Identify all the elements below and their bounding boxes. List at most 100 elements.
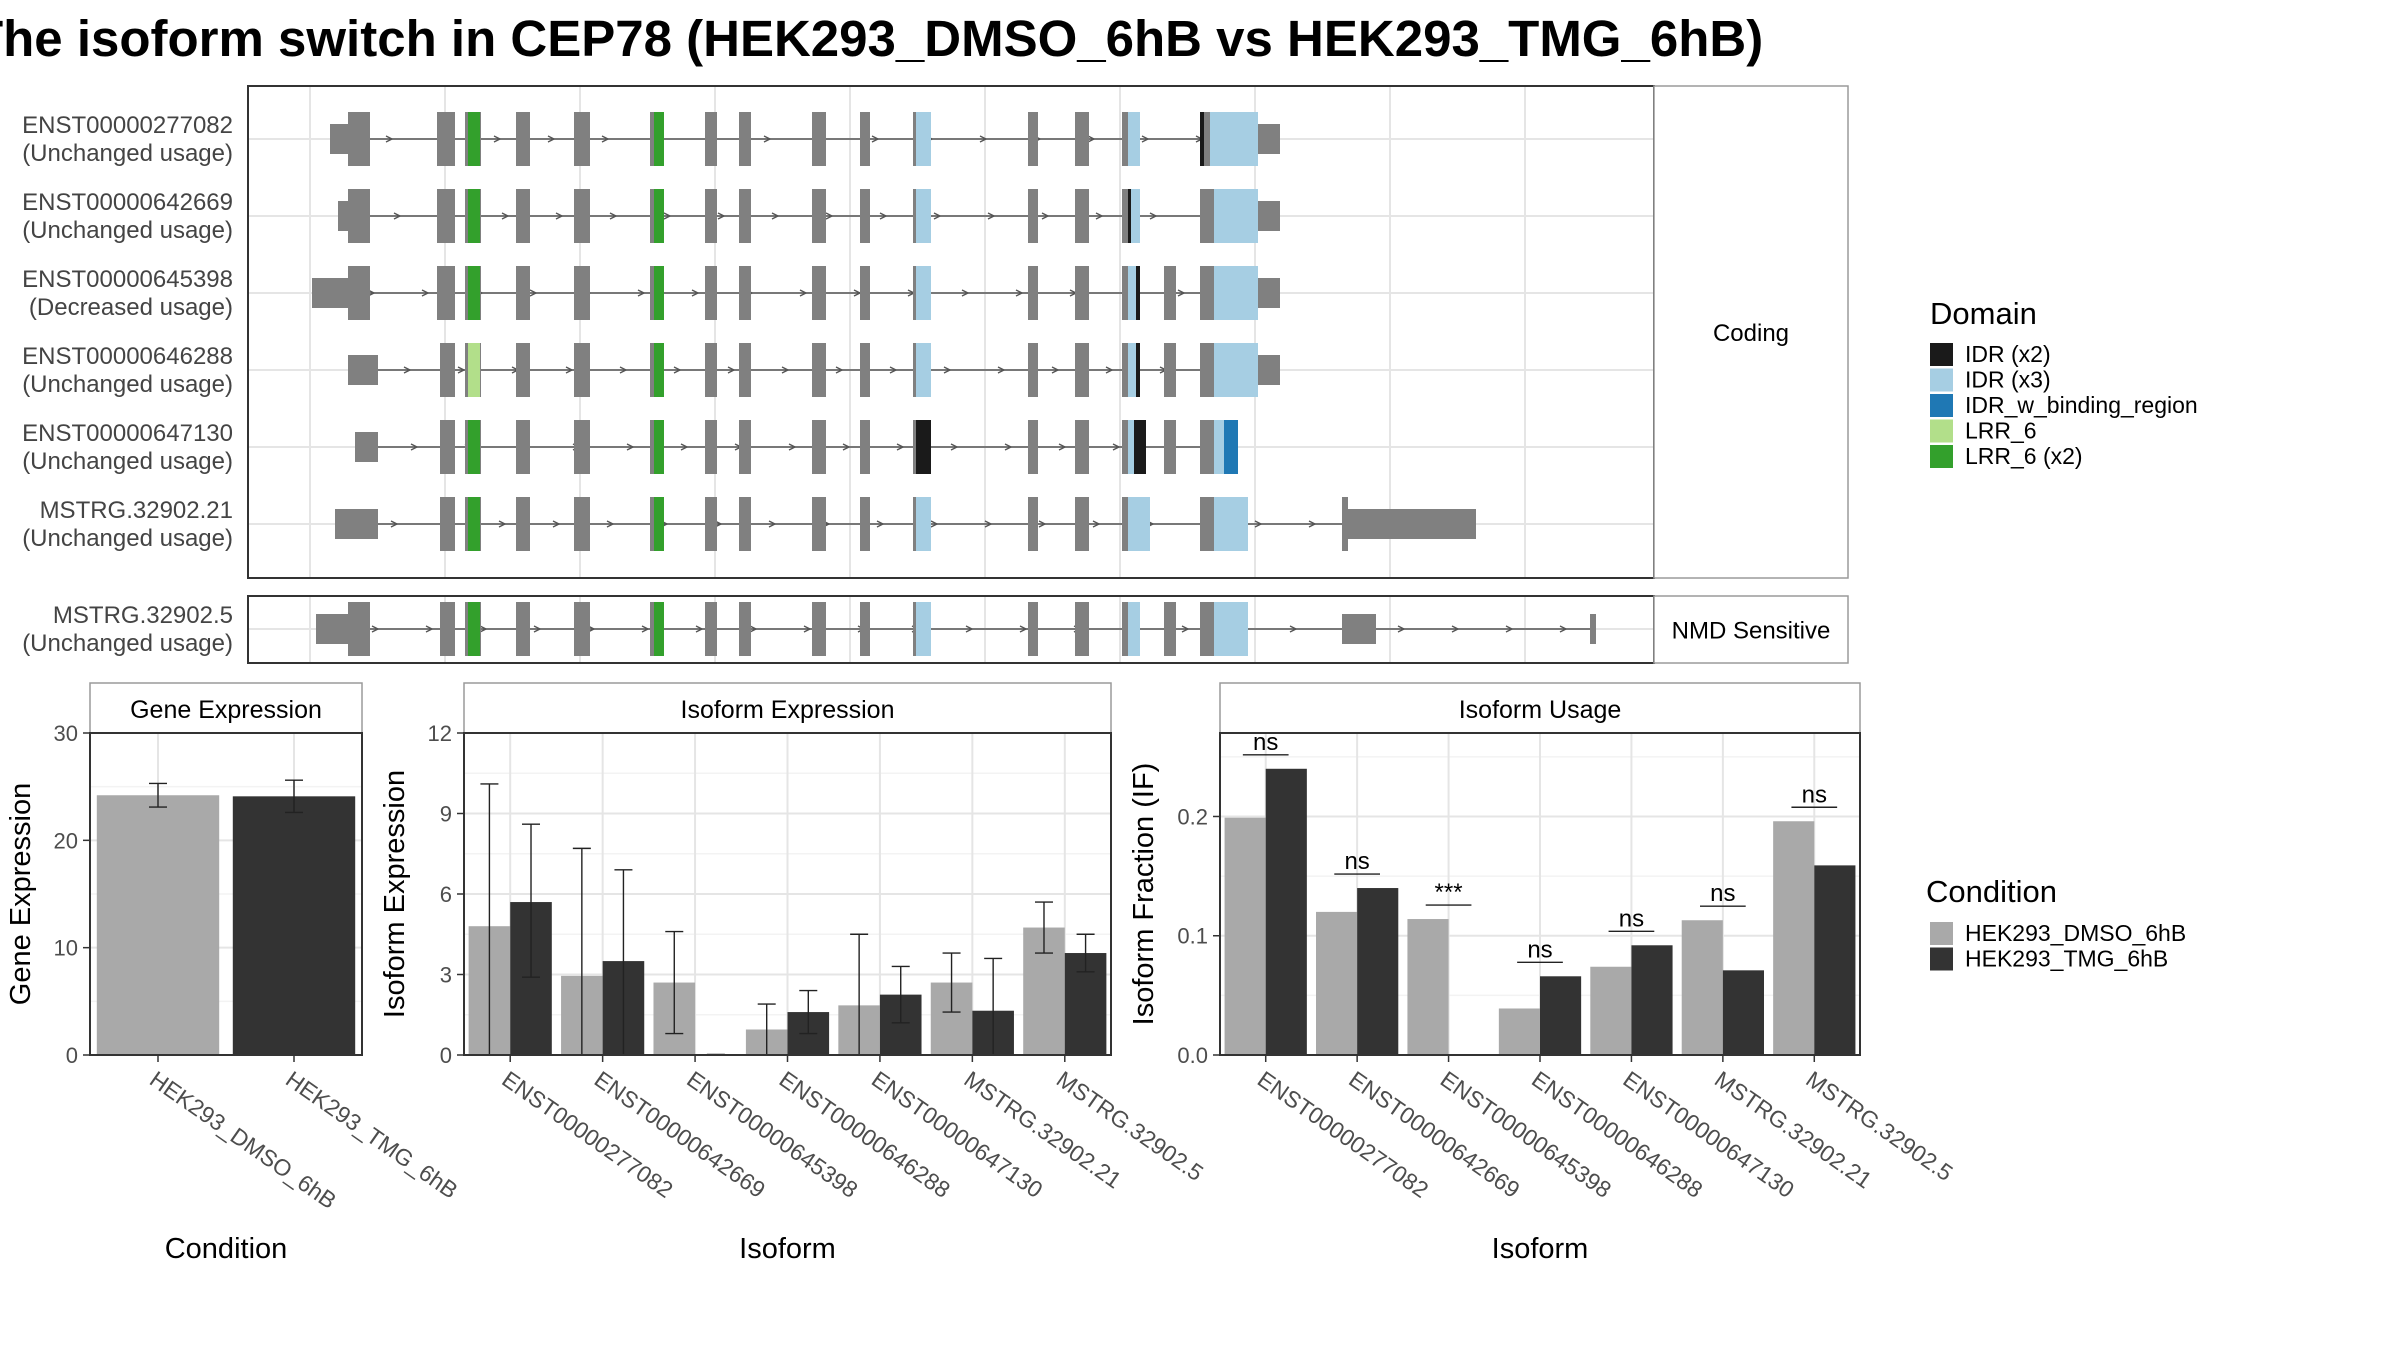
- protein-domain: [654, 420, 664, 474]
- exon: [812, 266, 826, 320]
- protein-domain: [654, 343, 664, 397]
- domain-legend: Domain IDR (x2)IDR (x3)IDR_w_binding_regi…: [1930, 296, 2198, 469]
- strand-arrow: [1019, 625, 1028, 633]
- exon: [860, 497, 870, 551]
- exon: [574, 497, 590, 551]
- exon: [860, 112, 870, 166]
- exon: [860, 189, 870, 243]
- bar: [1814, 865, 1856, 1055]
- strand-arrow: [529, 289, 538, 297]
- strand-arrow: [626, 443, 635, 451]
- condition-legend-label: HEK293_DMSO_6hB: [1965, 920, 2186, 946]
- exon: [1258, 201, 1280, 231]
- bar: [1498, 1008, 1540, 1055]
- strand-arrow: [763, 135, 772, 143]
- strand-arrow: [876, 520, 885, 528]
- strand-arrow: [930, 520, 939, 528]
- bar: [1265, 768, 1307, 1055]
- x-axis-title: Isoform: [1492, 1233, 1589, 1265]
- x-tick-label: ENST00000277082: [1253, 1066, 1433, 1203]
- protein-domain: [654, 497, 664, 551]
- protein-domain: [916, 343, 931, 397]
- y-axis-title: Isoform Fraction (IF): [1128, 763, 1160, 1026]
- significance-label: ns: [1802, 781, 1827, 808]
- transcript-id-label: ENST00000277082: [22, 112, 233, 139]
- exon: [1028, 343, 1038, 397]
- transcript-usage-label: (Unchanged usage): [22, 371, 233, 398]
- condition-legend-title: Condition: [1926, 874, 2057, 909]
- strand-arrow: [1095, 212, 1104, 220]
- facet-strip: [89, 682, 363, 734]
- exon: [860, 602, 870, 656]
- exon: [440, 420, 455, 474]
- exon: [812, 112, 826, 166]
- exon: [348, 355, 378, 385]
- domain-legend-label: IDR_w_binding_region: [1965, 392, 2198, 418]
- y-tick-label: 0.0: [1177, 1043, 1208, 1068]
- x-tick-label: MSTRG.32902.21: [1710, 1066, 1877, 1194]
- domain-legend-label: IDR (x3): [1965, 367, 2051, 393]
- protein-domain: [1134, 420, 1146, 474]
- protein-domain: [468, 266, 480, 320]
- exon: [1075, 266, 1089, 320]
- strand-arrow: [835, 366, 844, 374]
- exon: [739, 189, 751, 243]
- strand-arrow: [1308, 520, 1317, 528]
- significance-label: ns: [1710, 880, 1735, 907]
- domain-legend-key: [1930, 445, 1953, 468]
- bar: [1722, 970, 1764, 1055]
- strand-arrow: [727, 366, 736, 374]
- bar: [96, 795, 220, 1055]
- strand-arrow: [879, 212, 888, 220]
- transcript-usage-label: (Unchanged usage): [22, 217, 233, 244]
- bar: [1773, 821, 1815, 1055]
- strand-arrow: [965, 625, 974, 633]
- strand-arrow: [555, 212, 564, 220]
- strand-arrow: [1051, 366, 1060, 374]
- exon: [860, 266, 870, 320]
- exon: [1200, 497, 1214, 551]
- protein-domain: [468, 420, 480, 474]
- y-tick-label: 0.1: [1177, 924, 1208, 949]
- x-axis-title: Condition: [165, 1233, 288, 1265]
- exon: [812, 602, 826, 656]
- protein-domain: [1128, 497, 1150, 551]
- facet-strip: [1653, 595, 1849, 664]
- strand-arrow: [1289, 625, 1298, 633]
- isoform-expression-panel: Isoform Expression036912ENST00000277082E…: [379, 682, 1208, 1265]
- strand-arrow: [1149, 212, 1158, 220]
- strip-label-coding: Coding: [1713, 320, 1789, 347]
- strand-arrow: [771, 212, 780, 220]
- facet-strip: [1653, 85, 1849, 579]
- exon: [574, 343, 590, 397]
- y-tick-label: 6: [440, 882, 452, 907]
- strand-arrow: [1004, 443, 1013, 451]
- strand-arrow: [606, 520, 615, 528]
- strand-arrow: [425, 625, 434, 633]
- strand-arrow: [547, 135, 556, 143]
- exon: [705, 497, 717, 551]
- exon: [516, 189, 530, 243]
- exon: [330, 124, 348, 154]
- protein-domain: [1128, 112, 1140, 166]
- exon: [739, 343, 751, 397]
- transcript-usage-label: (Decreased usage): [29, 294, 233, 321]
- exon: [1028, 602, 1038, 656]
- exon: [1200, 602, 1214, 656]
- bar: [1357, 888, 1399, 1055]
- exon: [516, 343, 530, 397]
- exon: [705, 602, 717, 656]
- strand-arrow: [565, 366, 574, 374]
- plot-border: [89, 732, 363, 1056]
- domain-legend-label: LRR_6: [1965, 418, 2037, 444]
- exon: [1342, 497, 1348, 551]
- strand-arrow: [803, 625, 812, 633]
- strand-arrow: [961, 289, 970, 297]
- exon: [1028, 189, 1038, 243]
- protein-domain: [654, 112, 664, 166]
- strand-arrow: [619, 366, 628, 374]
- exon: [516, 602, 530, 656]
- y-tick-label: 20: [54, 828, 78, 853]
- y-tick-label: 0: [440, 1043, 452, 1068]
